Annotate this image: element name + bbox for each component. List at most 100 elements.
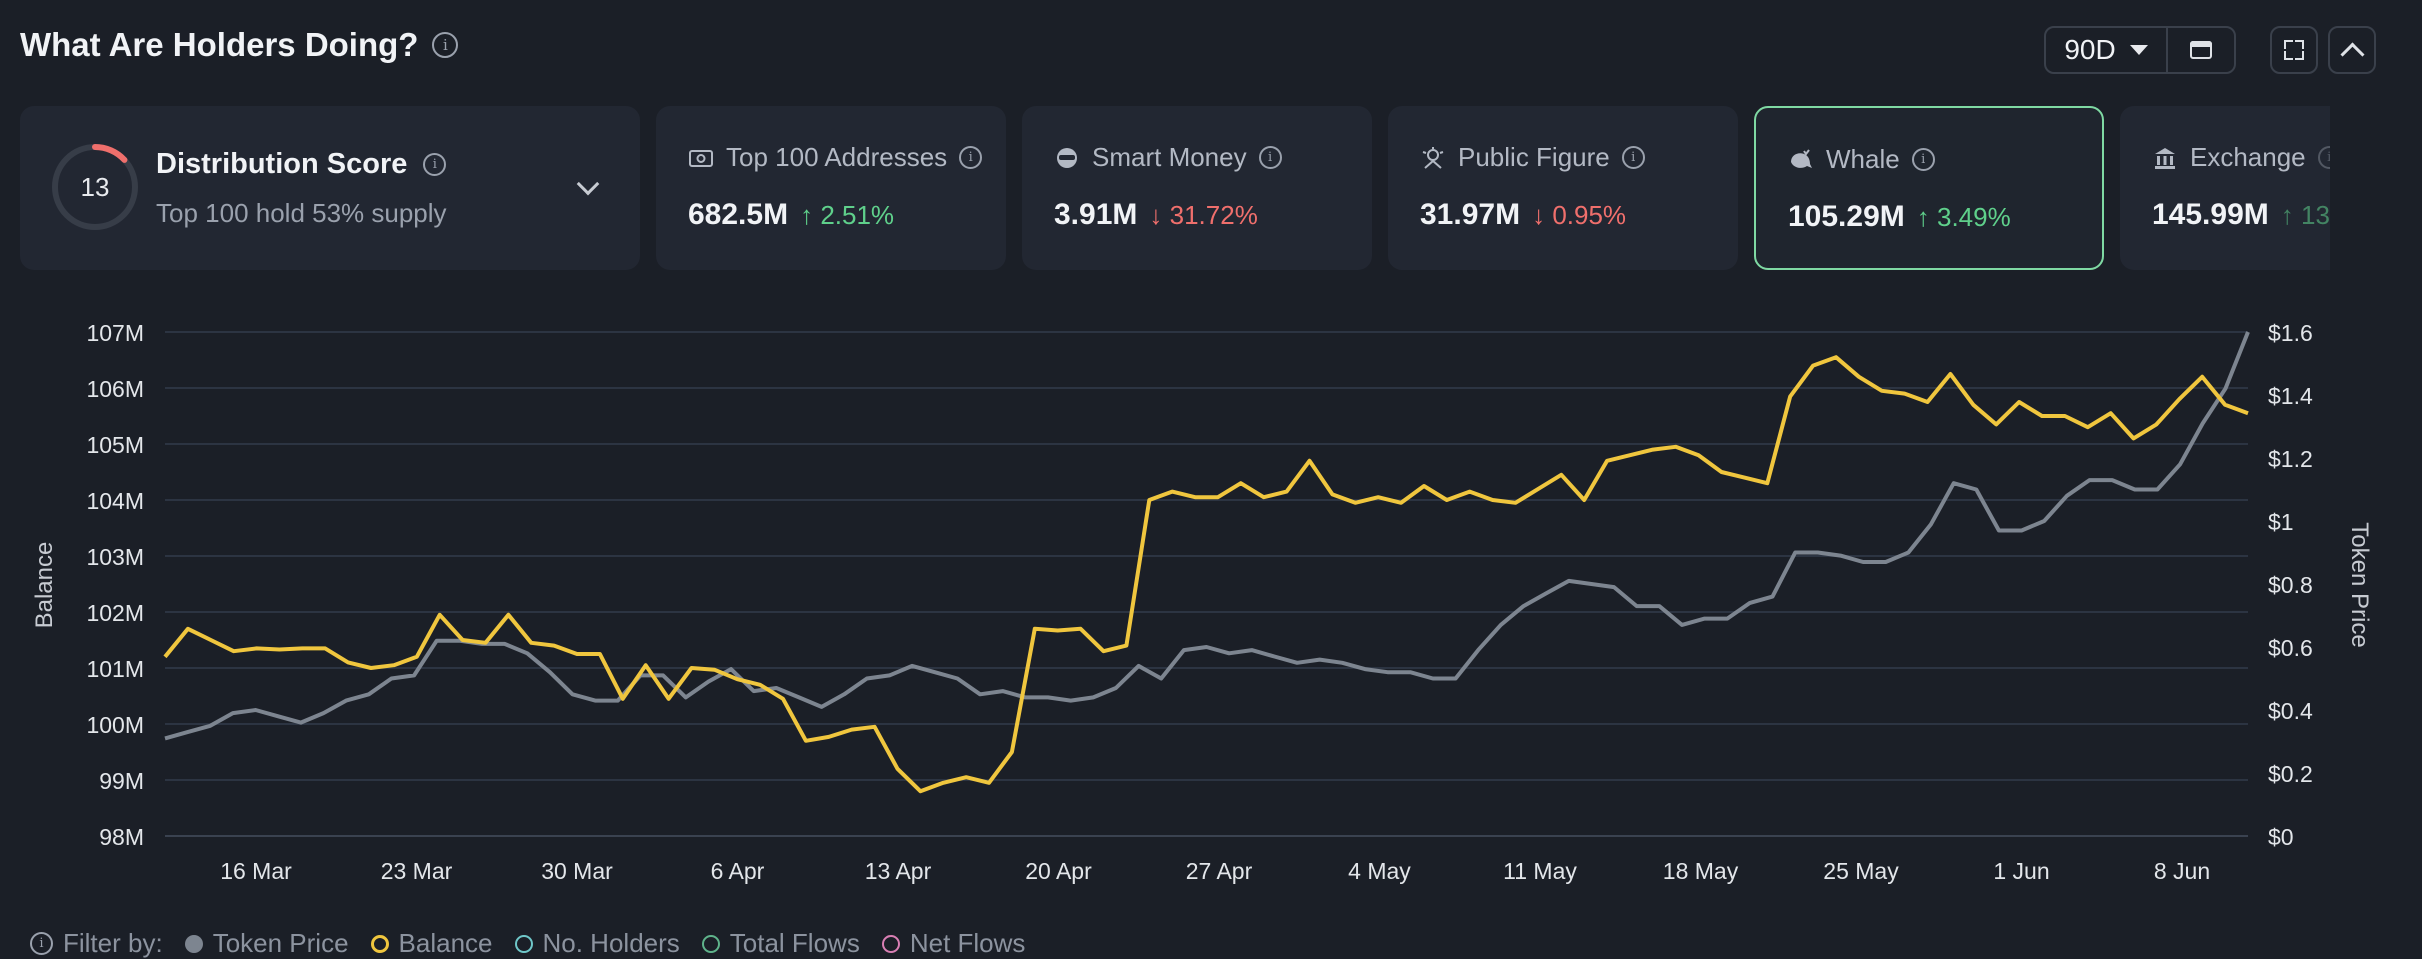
y2-tick-label: $0.2 [2268, 761, 2313, 787]
y-tick-label: 104M [86, 488, 144, 514]
info-icon[interactable]: i [959, 146, 983, 169]
card-label: Whale [1826, 144, 1900, 174]
info-icon[interactable]: i [432, 32, 459, 58]
legend-item-balance[interactable]: Balance [370, 928, 493, 959]
page-title-row: What Are Holders Doing? i [20, 26, 459, 64]
wallet-icon [688, 145, 714, 171]
distribution-score-title-row: Distribution Score i [156, 148, 447, 181]
whale-icon [1788, 147, 1814, 173]
card-smart-money[interactable]: Smart Money i 3.91M ↓ 31.72% [1022, 106, 1372, 270]
fullscreen-button-inner [2272, 28, 2316, 72]
public-figure-icon [1420, 145, 1446, 171]
distribution-score-subtitle: Top 100 hold 53% supply [156, 198, 447, 228]
balance-line [163, 355, 2249, 794]
smart-money-icon [1054, 145, 1080, 171]
y-tick-label: 102M [86, 600, 144, 626]
x-tick-label: 13 Apr [865, 858, 932, 884]
card-value-row: 31.97M ↓ 0.95% [1420, 198, 1626, 232]
legend-dot-token-price [184, 934, 203, 953]
collapse-button[interactable] [2328, 26, 2376, 74]
card-public-figure[interactable]: Public Figure i 31.97M ↓ 0.95% [1388, 106, 1738, 270]
x-tick-label: 23 Mar [381, 858, 453, 884]
chevron-down-icon[interactable] [576, 172, 600, 196]
card-whale[interactable]: Whale i 105.29M ↑ 3.49% [1754, 106, 2104, 270]
legend-dot-total-flows [701, 934, 720, 953]
y-axis-label: Balance [31, 542, 58, 629]
y-tick-label: 106M [86, 376, 144, 402]
distribution-score-card[interactable]: 13 Distribution Score i Top 100 hold 53%… [20, 106, 640, 270]
card-label-row: Top 100 Addresses i [688, 142, 983, 173]
card-value: 31.97M [1420, 198, 1521, 231]
legend-item-token-price[interactable]: Token Price [184, 928, 349, 959]
y2-tick-label: $1 [2268, 509, 2294, 535]
chart-series [163, 331, 2250, 794]
info-icon[interactable]: i [1621, 146, 1645, 169]
calendar-icon [2190, 41, 2212, 59]
y-axis-right: $1.6 $1.4 $1.2 $1 $0.8 $0.6 $0.4 $0.2 $0 [2268, 320, 2313, 850]
change-up: ↑ 3.49% [1916, 201, 2011, 232]
x-tick-label: 8 Jun [2154, 858, 2210, 884]
x-tick-label: 11 May [1503, 858, 1577, 884]
calendar-button[interactable] [2168, 28, 2234, 72]
card-value-row: 682.5M ↑ 2.51% [688, 198, 894, 232]
change-down: ↓ 0.95% [1532, 199, 1627, 230]
y2-tick-label: $0.4 [2268, 698, 2313, 724]
fullscreen-button[interactable] [2270, 26, 2318, 74]
legend-label: Total Flows [729, 928, 860, 958]
y-tick-label: 107M [86, 320, 144, 346]
x-tick-label: 16 Mar [220, 858, 292, 884]
y2-tick-label: $0 [2268, 824, 2294, 850]
y-tick-label: 98M [99, 824, 144, 850]
card-change: 3.49% [1936, 201, 2011, 232]
card-change: 0.95% [1552, 199, 1627, 230]
card-top-100-addresses[interactable]: Top 100 Addresses i 682.5M ↑ 2.51% [656, 106, 1006, 270]
legend-item-no-holders[interactable]: No. Holders [514, 928, 680, 959]
card-label: Public Figure [1458, 142, 1610, 172]
card-value: 145.99M [2152, 198, 2269, 231]
y2-tick-label: $1.2 [2268, 446, 2313, 472]
y2-axis-label: Token Price [2346, 522, 2373, 647]
card-value-row: 3.91M ↓ 31.72% [1054, 198, 1258, 232]
chart-grid [165, 331, 2248, 837]
card-change: 2.51% [820, 199, 895, 230]
legend-item-net-flows[interactable]: Net Flows [881, 928, 1026, 959]
x-tick-label: 18 May [1663, 858, 1739, 884]
info-icon[interactable]: i [1258, 146, 1282, 169]
chart-legend: i Filter by: Token Price Balance No. Hol… [30, 928, 1025, 959]
card-value: 682.5M [688, 198, 789, 231]
y-tick-label: 99M [99, 768, 144, 794]
x-tick-label: 1 Jun [1993, 858, 2049, 884]
period-dropdown[interactable]: 90D [2046, 28, 2168, 72]
y2-tick-label: $1.6 [2268, 320, 2313, 346]
x-tick-label: 20 Apr [1025, 858, 1092, 884]
cards-overflow-mask [2330, 100, 2422, 280]
info-icon[interactable]: i [1911, 148, 1935, 171]
card-label: Exchange [2190, 142, 2306, 172]
legend-label: Net Flows [909, 928, 1026, 958]
period-dropdown-value: 90D [2064, 34, 2116, 65]
legend-dot-no-holders [514, 934, 533, 953]
card-label-row: Public Figure i [1420, 142, 1645, 173]
x-tick-label: 30 Mar [541, 858, 613, 884]
filter-by: i Filter by: [30, 928, 163, 959]
distribution-score-value: 13 [80, 172, 110, 202]
filter-label: Filter by: [63, 928, 163, 958]
distribution-score-gauge [52, 144, 138, 230]
card-change: 31.72% [1169, 199, 1258, 230]
legend-item-total-flows[interactable]: Total Flows [701, 928, 860, 959]
card-label-row: Smart Money i [1054, 142, 1282, 173]
period-selector-group: 90D [2044, 26, 2236, 74]
bank-icon [2152, 145, 2178, 171]
y2-tick-label: $1.4 [2268, 383, 2313, 409]
card-value-row: 105.29M ↑ 3.49% [1788, 200, 2011, 234]
change-down: ↓ 31.72% [1149, 199, 1258, 230]
card-label-row: Exchange i [2152, 142, 2341, 173]
page-title: What Are Holders Doing? [20, 26, 419, 63]
info-icon[interactable]: i [423, 153, 447, 176]
card-label: Top 100 Addresses [726, 142, 948, 172]
x-tick-label: 25 May [1823, 858, 1899, 884]
x-tick-label: 27 Apr [1186, 858, 1253, 884]
holders-chart[interactable]: 107M 106M 105M 104M 103M 102M 101M 100M 99M 98M $… [0, 300, 2422, 900]
y2-tick-label: $0.6 [2268, 635, 2313, 661]
y-tick-label: 100M [86, 712, 144, 738]
